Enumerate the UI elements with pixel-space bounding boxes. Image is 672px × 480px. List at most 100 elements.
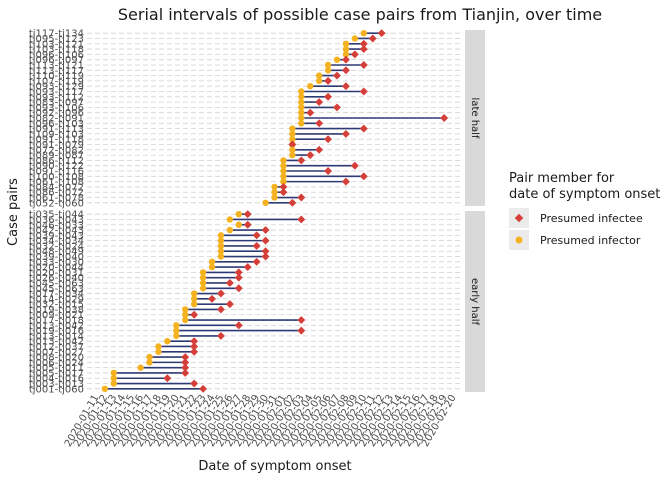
legend: Pair member for date of symptom onset Pr… (509, 171, 660, 250)
infectee-point (279, 182, 288, 191)
y-tick-label: tj014-tj029 (29, 294, 84, 305)
infector-point (289, 136, 296, 143)
case-pair-row: tj061-tj108 (29, 177, 350, 188)
case-pair-row: tj001-tj060 (29, 384, 208, 395)
infector-point (324, 67, 332, 74)
case-pair-row: tj110-tj119 (29, 71, 341, 82)
y-tick-label: tj103-tj118 (29, 45, 84, 56)
infector-point (110, 375, 117, 382)
infector-point (289, 125, 296, 132)
case-pair-row: tj100-tj108 (29, 172, 368, 183)
y-tick-label: tj052-tj060 (29, 198, 84, 209)
infectee-point (190, 347, 199, 356)
infector-point (110, 369, 117, 377)
y-tick-label: tj096-tj103 (29, 119, 84, 130)
case-pair-row: tj005-tj017 (29, 368, 190, 379)
infector-point (217, 237, 225, 244)
y-tick-label: tj086-tj072 (29, 188, 84, 199)
legend-title-line1: Pair member for (509, 171, 615, 186)
y-tick-label: tj009-tj021 (29, 310, 84, 321)
y-tick-label: tj042-tj043 (29, 226, 84, 237)
infector-point (271, 183, 278, 191)
case-pair-row: tj035-tj044 (29, 210, 252, 221)
infector-point (208, 263, 216, 271)
infector-point (360, 29, 367, 37)
y-tick-label: tj061-tj078 (29, 193, 84, 204)
y-tick-label: tj092-tj096 (29, 108, 84, 119)
infector-point (235, 210, 242, 218)
y-tick-label: tj089-tj087 (29, 151, 84, 162)
infector-point (173, 327, 180, 334)
infector-point (199, 269, 207, 276)
y-tick-label: tj017-tj018 (29, 316, 84, 327)
infector-point (289, 130, 296, 138)
infector-point (110, 380, 117, 387)
infector-point (226, 226, 234, 234)
infectee-point (216, 331, 225, 340)
infector-point (182, 306, 189, 313)
y-tick-label: tj091-tj116 (29, 167, 84, 178)
case-pair-row: tj036-tj043 (29, 215, 306, 226)
case-pair-row: tj009-tj021 (29, 310, 199, 321)
case-pair-row: tj005-tj011 (29, 363, 190, 374)
case-pair-row: tj013-tj014 (29, 331, 225, 342)
infectee-point (288, 198, 297, 207)
infectee-point (181, 353, 190, 362)
infector-point (298, 120, 305, 127)
legend-infector-marker (515, 236, 523, 244)
infectee-point (261, 226, 270, 235)
case-pair-row: tj007-tj027 (29, 347, 199, 358)
infectee-point (190, 310, 199, 319)
y-tick-label: tj110-tj119 (29, 71, 84, 82)
infectee-point (297, 326, 306, 335)
infector-point (199, 274, 207, 281)
infector-point (101, 385, 109, 393)
infector-point (315, 77, 323, 85)
infector-point (342, 51, 350, 58)
chart-title: Serial intervals of possible case pairs … (118, 5, 602, 24)
infector-point (315, 72, 323, 79)
infector-point (271, 194, 278, 201)
infectee-point (234, 273, 243, 282)
facet-strip-label: early half (469, 278, 480, 326)
panels: tj117-tj134tj095-tj123tj103-tj121tj103-t… (29, 29, 485, 395)
case-pair-row: tj006-tj024 (29, 358, 190, 369)
infector-point (342, 40, 350, 47)
case-pair-row: tj091-tj118 (29, 135, 333, 146)
x-axis: 2020-01-112020-01-122020-01-132020-01-14… (63, 393, 459, 449)
panel-late-half: tj117-tj134tj095-tj123tj103-tj121tj103-t… (29, 29, 485, 209)
infector-point (351, 35, 359, 42)
infector-point (146, 353, 153, 361)
infector-point (298, 104, 305, 111)
infector-point (298, 114, 305, 122)
y-tick-label: tj090-tj122 (29, 161, 84, 172)
y-tick-label: tj086-tj112 (29, 156, 84, 167)
infectee-point (297, 316, 306, 324)
infectee-point (324, 135, 333, 144)
infector-point (217, 248, 225, 255)
infector-point (146, 359, 153, 366)
y-tick-label: tj091-tj113 (29, 124, 84, 135)
y-tick-label: tj004-tj016 (29, 374, 84, 385)
y-tick-label: tj046-tj033 (29, 220, 84, 231)
y-tick-label: tj007-tj027 (29, 347, 84, 358)
y-tick-label: tj017-tj034 (29, 289, 84, 300)
case-pair-row: tj046-tj033 (29, 220, 252, 231)
y-tick-label: tj003-tj013 (29, 379, 84, 390)
y-axis-title: Case pairs (6, 178, 21, 246)
infector-point (173, 322, 180, 329)
infectee-point (315, 145, 324, 154)
case-pair-row: tj008-tj020 (29, 353, 190, 364)
y-tick-label: tj026-tj040 (29, 273, 84, 284)
y-tick-label: tj036-tj043 (29, 215, 84, 226)
legend-title-line2: date of symptom onset (509, 187, 660, 202)
infectee-point (243, 220, 252, 229)
y-tick-label: tj082-tj091 (29, 114, 84, 125)
infector-point (137, 364, 144, 371)
infector-point (217, 253, 225, 260)
y-tick-label: tj045-tj063 (29, 278, 84, 289)
infector-point (289, 151, 296, 159)
infector-point (289, 146, 296, 154)
infector-point (280, 173, 287, 180)
case-pair-row: tj039-tj043 (29, 231, 261, 242)
